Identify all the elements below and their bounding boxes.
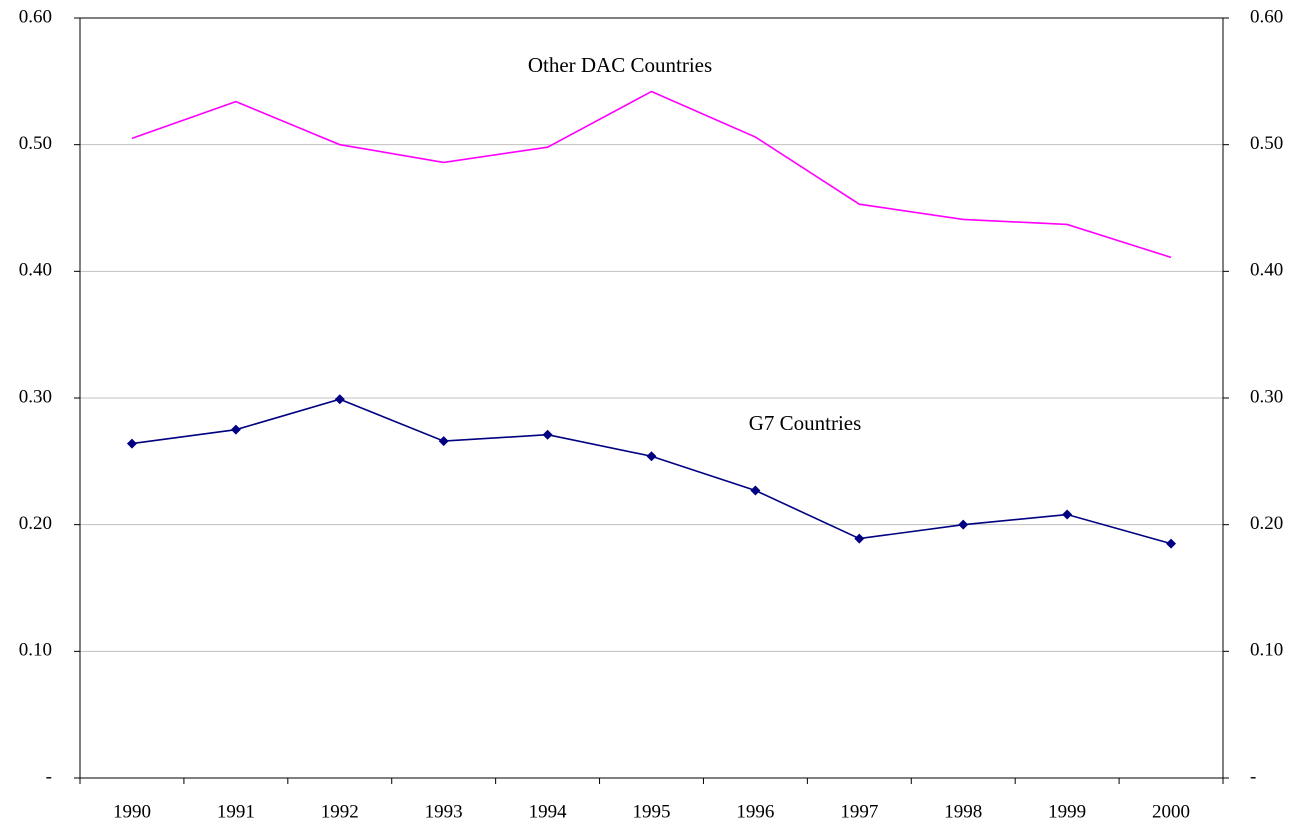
y2-tick-label: 0.50 [1250, 133, 1283, 154]
y2-tick-label: - [1250, 766, 1256, 787]
x-tick-label: 2000 [1152, 801, 1190, 822]
x-tick-label: 1999 [1048, 801, 1086, 822]
series-label: G7 Countries [749, 411, 862, 435]
y2-tick-label: 0.30 [1250, 386, 1283, 407]
marker [126, 438, 137, 449]
y-tick-label: 0.50 [19, 133, 52, 154]
x-tick-label: 1994 [529, 801, 568, 822]
marker [854, 533, 865, 544]
line [131, 398, 1172, 545]
y-tick-label: 0.20 [19, 513, 52, 534]
y2-tick-label: 0.60 [1250, 6, 1283, 27]
series-label: Other DAC Countries [528, 53, 712, 77]
x-tick-label: 1993 [425, 801, 463, 822]
marker [438, 436, 449, 447]
x-tick-label: 1995 [633, 801, 671, 822]
marker [1166, 538, 1177, 549]
marker [230, 424, 241, 435]
y-tick-label: 0.10 [19, 640, 52, 661]
y-tick-label: 0.30 [19, 386, 52, 407]
marker [542, 429, 553, 440]
marker [1062, 509, 1073, 520]
x-tick-label: 1990 [113, 801, 151, 822]
y2-tick-label: 0.10 [1250, 640, 1283, 661]
y-tick-label: 0.40 [19, 260, 52, 281]
x-tick-label: 1998 [944, 801, 982, 822]
x-tick-label: 1991 [217, 801, 255, 822]
y-tick-label: 0.60 [19, 6, 52, 27]
x-tick-label: 1997 [840, 801, 878, 822]
marker [646, 451, 657, 462]
marker [334, 394, 345, 405]
line [131, 90, 1172, 259]
x-tick-label: 1992 [321, 801, 359, 822]
marker [750, 485, 761, 496]
y-tick-label: - [46, 766, 52, 787]
y2-tick-label: 0.40 [1250, 260, 1283, 281]
y2-tick-label: 0.20 [1250, 513, 1283, 534]
x-tick-label: 1996 [736, 801, 774, 822]
marker [958, 519, 969, 530]
